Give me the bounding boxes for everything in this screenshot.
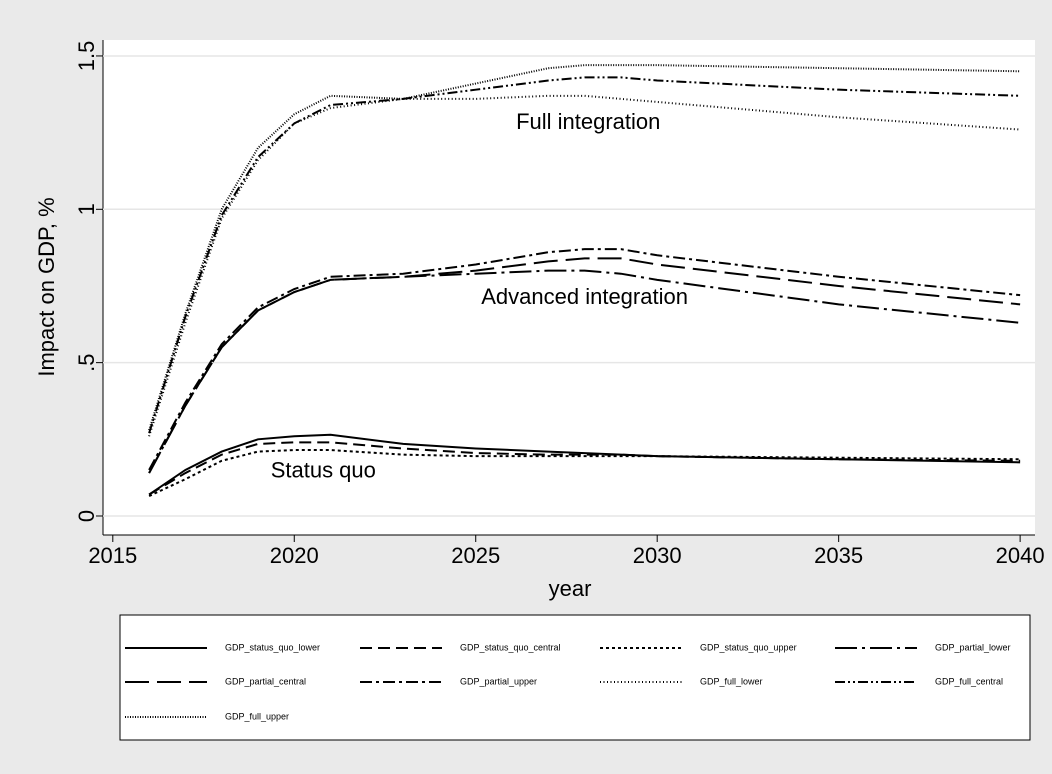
legend-label: GDP_partial_central	[225, 676, 306, 686]
x-tick-label: 2025	[451, 543, 500, 568]
series-line	[148, 248, 1021, 471]
y-axis-title: Impact on GDP, %	[34, 197, 59, 376]
legend-label: GDP_status_quo_lower	[225, 642, 320, 652]
legend-label: GDP_status_quo_upper	[700, 642, 797, 652]
y-tick-label: 1.5	[74, 41, 99, 72]
annotation: Status quo	[271, 457, 376, 482]
y-tick-label: 1	[74, 203, 99, 215]
series-line	[148, 64, 1021, 431]
legend-box	[119, 614, 1031, 741]
y-tick-label: 0	[74, 510, 99, 522]
series-line	[148, 257, 1021, 474]
legend-label: GDP_partial_upper	[460, 676, 537, 686]
x-tick-label: 2015	[88, 543, 137, 568]
legend-label: GDP_status_quo_central	[460, 642, 561, 652]
x-tick-label: 2035	[814, 543, 863, 568]
series-line	[148, 269, 1021, 474]
y-tick-label: .5	[74, 353, 99, 371]
legend-label: GDP_full_lower	[700, 676, 763, 686]
annotation: Full integration	[516, 109, 660, 134]
legend-label: GDP_full_upper	[225, 711, 289, 721]
series-line	[148, 94, 1021, 437]
x-tick-label: 2020	[270, 543, 319, 568]
x-axis-title: year	[549, 576, 592, 601]
series-line	[148, 76, 1021, 434]
x-tick-label: 2030	[633, 543, 682, 568]
legend-label: GDP_partial_lower	[935, 642, 1011, 652]
annotation: Advanced integration	[481, 284, 688, 309]
series-line	[148, 449, 1021, 497]
legend-label: GDP_full_central	[935, 676, 1003, 686]
x-tick-label: 2040	[996, 543, 1045, 568]
